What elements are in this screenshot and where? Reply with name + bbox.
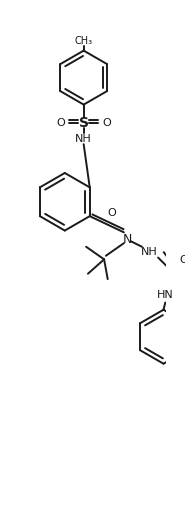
Text: O: O [179,255,185,265]
Text: CH₃: CH₃ [75,36,93,46]
Text: O: O [108,208,117,218]
Text: N: N [123,233,132,246]
Text: O: O [103,118,111,128]
Text: NH: NH [141,247,157,257]
Text: O: O [56,118,65,128]
Text: HN: HN [157,290,174,300]
Text: NH: NH [75,134,92,144]
Text: S: S [79,116,89,130]
